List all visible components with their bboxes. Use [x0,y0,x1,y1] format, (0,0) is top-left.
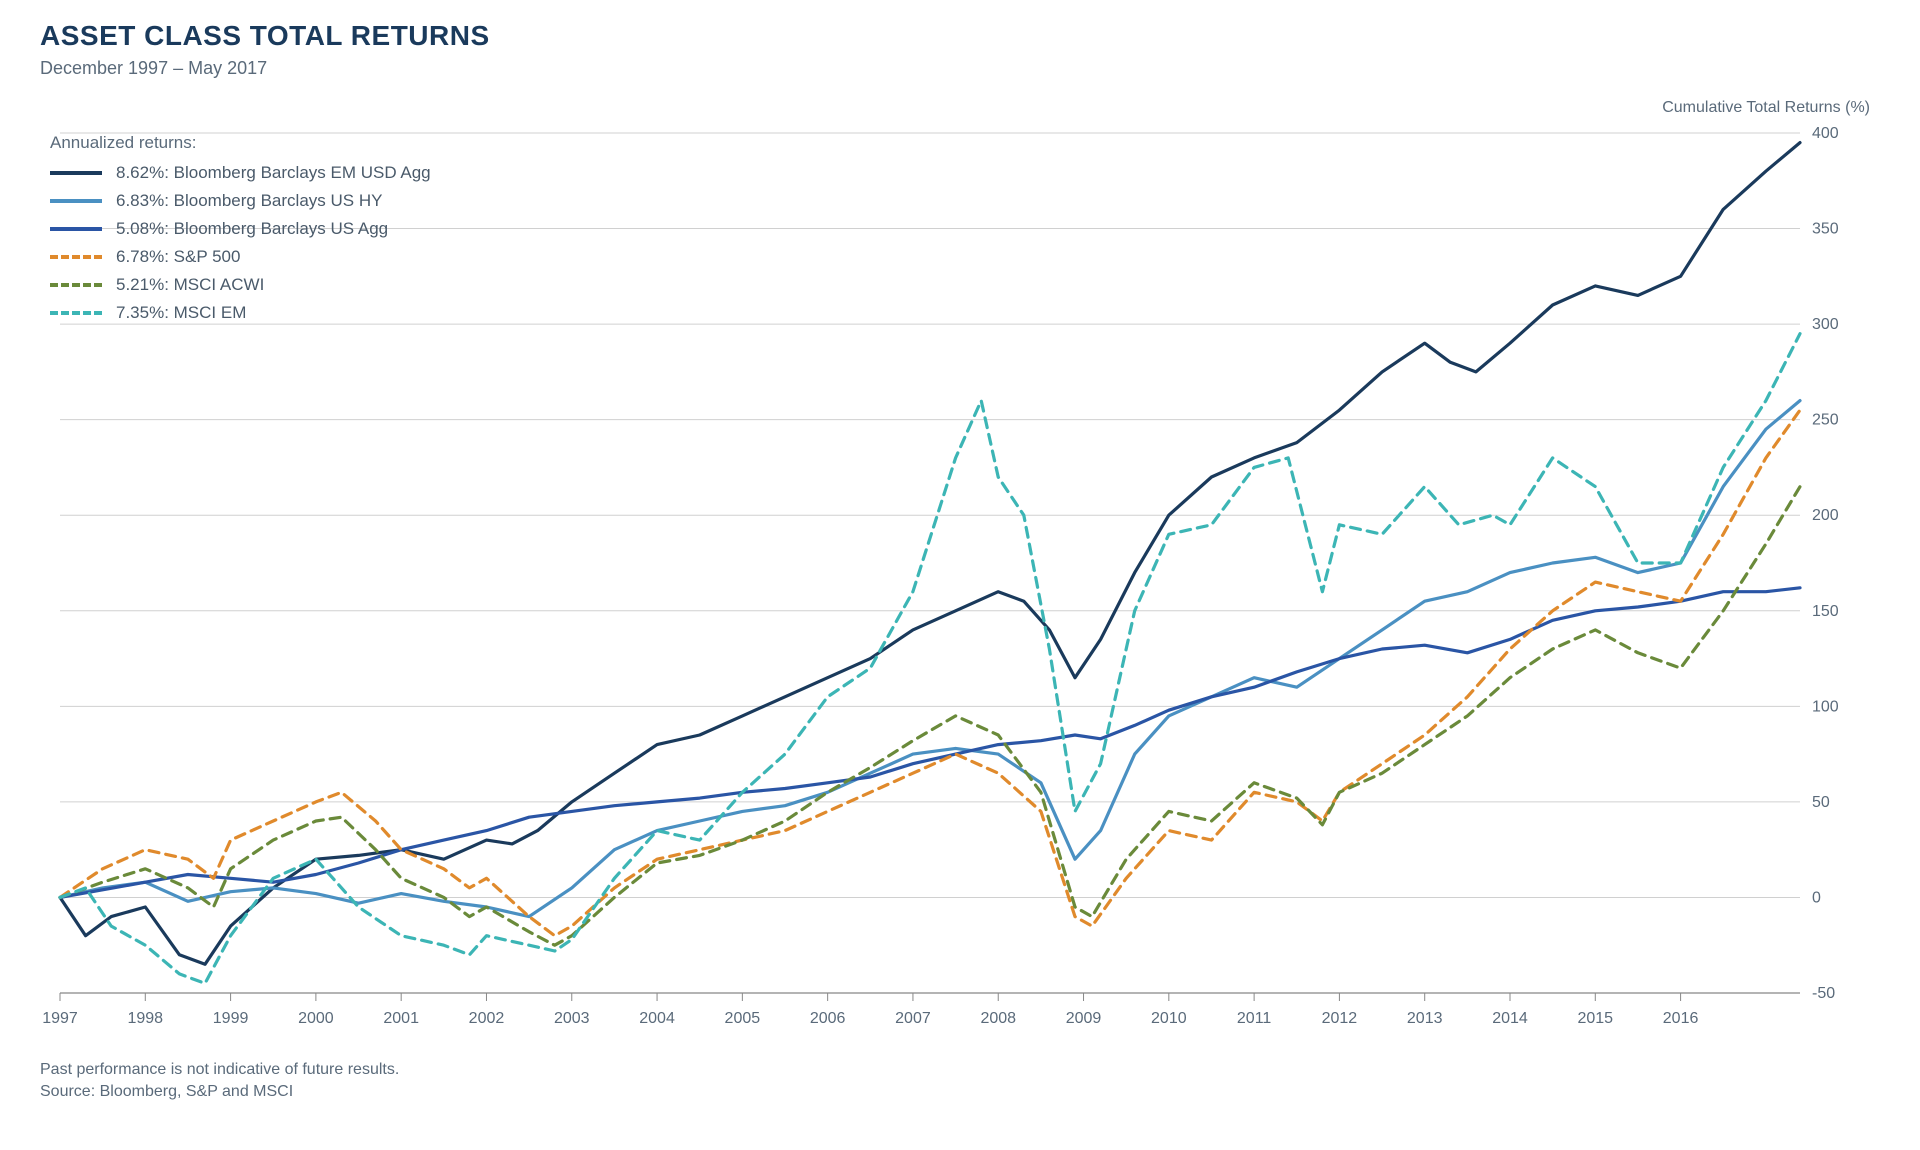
svg-text:400: 400 [1812,125,1839,142]
svg-text:2011: 2011 [1237,1010,1272,1027]
svg-text:-50: -50 [1812,985,1835,1002]
chart-title: ASSET CLASS TOTAL RETURNS [40,20,1880,52]
svg-text:350: 350 [1812,221,1839,238]
legend-swatch [50,283,102,287]
yaxis-title: Cumulative Total Returns (%) [40,99,1880,117]
legend-swatch [50,199,102,203]
svg-text:2006: 2006 [810,1010,846,1027]
legend-label: 6.83%: Bloomberg Barclays US HY [116,191,382,211]
footnote-line: Source: Bloomberg, S&P and MSCI [40,1081,1880,1103]
legend-item: 5.21%: MSCI ACWI [50,275,431,295]
series-sp500 [60,410,1800,936]
svg-text:2015: 2015 [1577,1010,1613,1027]
chart-area: Annualized returns: 8.62%: Bloomberg Bar… [40,123,1880,1043]
svg-text:1998: 1998 [127,1010,163,1027]
legend: Annualized returns: 8.62%: Bloomberg Bar… [50,133,431,331]
legend-label: 8.62%: Bloomberg Barclays EM USD Agg [116,163,431,183]
svg-text:2012: 2012 [1322,1010,1358,1027]
svg-text:2003: 2003 [554,1010,590,1027]
svg-text:1999: 1999 [213,1010,249,1027]
legend-label: 6.78%: S&P 500 [116,247,240,267]
legend-title: Annualized returns: [50,133,431,153]
svg-text:100: 100 [1812,698,1839,715]
legend-item: 7.35%: MSCI EM [50,303,431,323]
legend-swatch [50,255,102,259]
svg-text:2014: 2014 [1492,1010,1528,1027]
legend-label: 5.08%: Bloomberg Barclays US Agg [116,219,388,239]
legend-item: 6.78%: S&P 500 [50,247,431,267]
svg-text:2010: 2010 [1151,1010,1187,1027]
chart-subtitle: December 1997 – May 2017 [40,58,1880,79]
footnote-line: Past performance is not indicative of fu… [40,1059,1880,1081]
series-msci_acwi [60,487,1800,946]
svg-text:2013: 2013 [1407,1010,1443,1027]
svg-text:2005: 2005 [725,1010,761,1027]
svg-text:2001: 2001 [383,1010,419,1027]
svg-text:1997: 1997 [42,1010,78,1027]
legend-item: 5.08%: Bloomberg Barclays US Agg [50,219,431,239]
svg-text:150: 150 [1812,603,1839,620]
legend-swatch [50,311,102,315]
legend-label: 7.35%: MSCI EM [116,303,246,323]
svg-text:250: 250 [1812,412,1839,429]
svg-text:2002: 2002 [469,1010,505,1027]
svg-text:50: 50 [1812,794,1830,811]
footnote: Past performance is not indicative of fu… [40,1059,1880,1104]
svg-text:2009: 2009 [1066,1010,1102,1027]
legend-swatch [50,227,102,231]
svg-text:2007: 2007 [895,1010,931,1027]
series-us_agg [60,588,1800,898]
svg-text:2016: 2016 [1663,1010,1699,1027]
svg-text:2004: 2004 [639,1010,675,1027]
legend-item: 8.62%: Bloomberg Barclays EM USD Agg [50,163,431,183]
svg-text:200: 200 [1812,507,1839,524]
legend-swatch [50,171,102,175]
svg-text:2008: 2008 [980,1010,1016,1027]
svg-text:300: 300 [1812,316,1839,333]
svg-text:2000: 2000 [298,1010,334,1027]
legend-label: 5.21%: MSCI ACWI [116,275,264,295]
legend-item: 6.83%: Bloomberg Barclays US HY [50,191,431,211]
svg-text:0: 0 [1812,889,1821,906]
